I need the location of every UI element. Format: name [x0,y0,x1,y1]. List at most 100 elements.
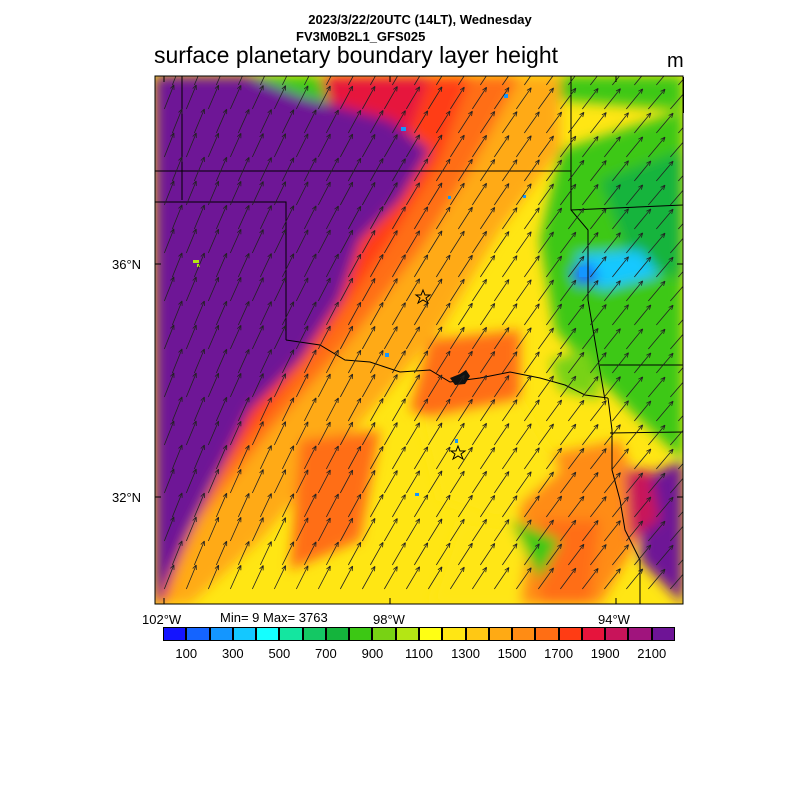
wind-vector [163,132,175,158]
wind-vector [193,492,205,518]
wind-vector [361,517,376,542]
wind-vector [405,134,421,158]
wind-vector [193,396,205,422]
wind-vector [479,159,496,182]
wind-vector [391,494,406,518]
wind-vector [413,398,429,422]
wind-vector [648,88,666,110]
wind-vector [251,421,264,446]
wind-vector [612,400,629,422]
wind-vector [427,86,443,110]
wind-vector [471,374,488,398]
wind-vector [524,399,540,422]
wind-vector [568,543,585,566]
wind-vector [361,373,376,398]
header-datetime: 2023/3/22/20UTC (14LT), Wednesday [308,12,532,27]
wind-vector [163,228,175,254]
wind-vector [670,139,683,158]
wind-vector [413,254,429,278]
wind-vector [435,350,451,374]
wind-vector [582,184,599,206]
wind-vector [449,326,465,350]
wind-vector [634,496,652,518]
wind-vector [347,541,362,566]
wind-vector [193,252,205,278]
wind-vector [502,399,518,422]
wind-vector [560,567,577,590]
wind-vector [347,301,362,326]
wind-vector [405,278,421,302]
wind-vector [383,566,398,590]
wind-vector [207,324,220,350]
wind-vector [648,328,666,350]
wind-vector [479,543,496,566]
wind-vector [502,255,518,278]
wind-vector [207,372,220,398]
colorbar-swatch [558,627,582,641]
wind-vector [457,494,473,518]
wind-vector [317,85,331,110]
wind-vector [237,205,250,230]
wind-vector [538,231,554,254]
wind-vector [590,112,607,134]
wind-vector [259,76,266,86]
colorbar-label: 2100 [637,646,667,661]
wind-vector [163,180,175,206]
wind-vector [546,76,554,86]
wind-vector [604,568,621,590]
wind-vector [229,324,242,350]
wind-vector [560,87,577,110]
wind-vector [678,127,683,134]
colorbar-label: 900 [361,646,384,661]
wind-vector [391,110,406,134]
wind-vector [339,277,354,302]
wind-vector [568,447,585,470]
wind-vector [281,157,295,182]
wind-vector [538,135,554,158]
wind-vector [626,88,644,110]
wind-vector [413,350,429,374]
wind-vector [251,85,264,110]
wind-vector [251,133,264,158]
wind-vector [656,352,674,374]
wind-vector [568,207,585,230]
wind-vector [339,85,354,110]
wind-vector [215,444,228,470]
wind-vector [171,540,183,566]
wind-vector [538,183,554,206]
wind-vector [405,230,421,254]
wind-vector [361,469,376,494]
wind-vector [612,496,629,518]
wind-vector [656,448,674,470]
wind-vector [449,470,465,494]
wind-vector [413,110,429,134]
wind-vector [259,205,272,230]
wind-vector [405,374,421,398]
wind-vector [435,446,451,470]
colorbar-swatch [279,627,303,641]
wind-vector [347,76,354,86]
wind-vector [678,463,683,470]
wind-vector [692,234,709,253]
wind-vector [502,303,518,326]
wind-vector [656,304,674,326]
wind-vector [295,517,309,542]
wind-vector [516,279,532,302]
wind-vector [413,302,429,326]
wind-vector [560,183,577,206]
wind-vector [479,111,496,134]
wind-vector [251,325,264,350]
wind-vector [229,516,242,542]
wind-vector [369,350,384,374]
wind-vector [670,91,683,110]
wind-vector [325,397,339,422]
wind-vector [648,520,666,542]
wind-vector [347,445,362,470]
wind-vector [457,206,473,230]
wind-vector [700,210,717,229]
lake-marker [450,370,470,385]
wind-vector [383,374,398,398]
colorbar-swatch [232,627,257,641]
wind-vector [648,568,666,590]
wind-vector [582,568,599,590]
